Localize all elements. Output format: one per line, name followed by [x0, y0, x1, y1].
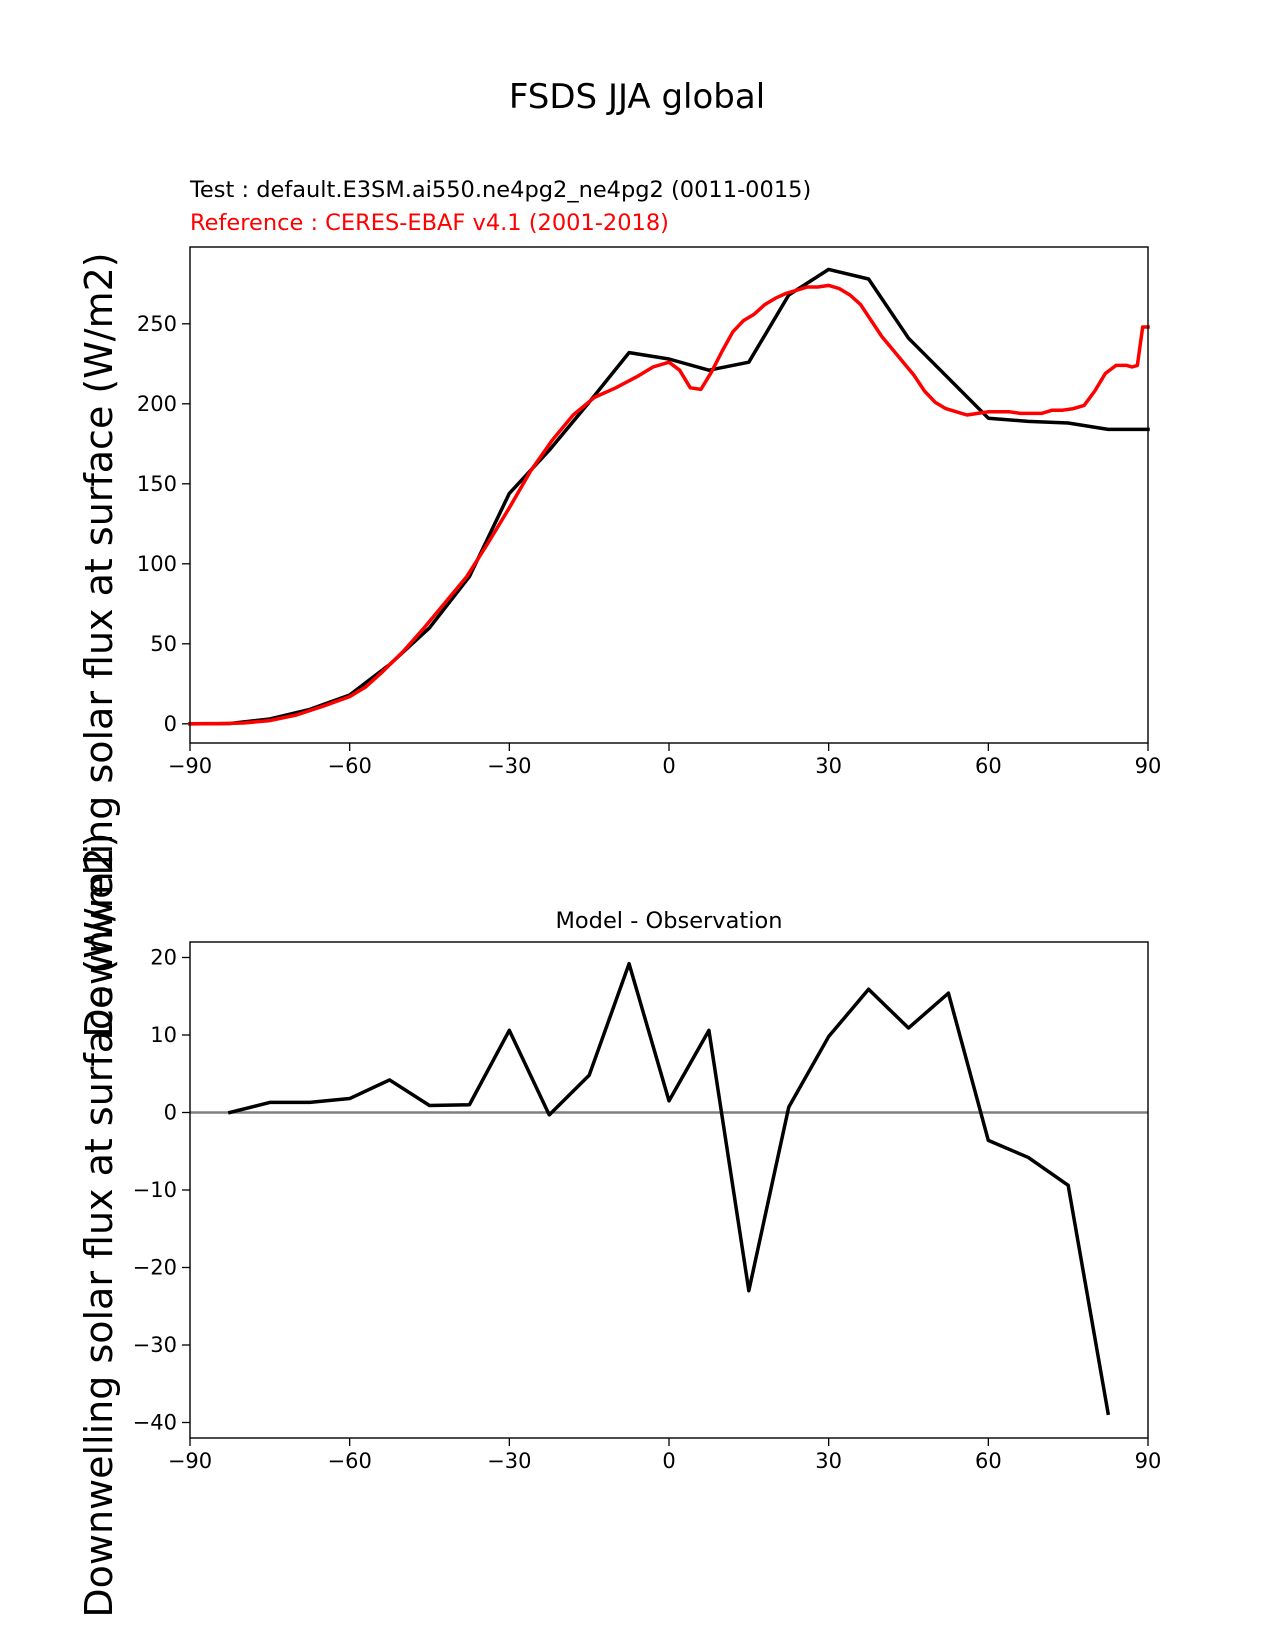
y-tick-label: −30	[133, 1333, 177, 1357]
y-tick-label: 150	[137, 472, 177, 496]
x-tick-label: 60	[975, 1449, 1002, 1473]
bottom-panel: Model - Observation −90 −60 −30 0 30 60 90−40−…	[77, 832, 1161, 1617]
top-panel: Test : default.E3SM.ai550.ne4pg2_ne4pg2 …	[77, 177, 1161, 1038]
reference-series-line	[188, 283, 1150, 726]
top-ylabel: Downwelling solar flux at surface (W/m2)	[77, 252, 121, 1037]
test-subtitle: Test : default.E3SM.ai550.ne4pg2_ne4pg2 …	[189, 177, 811, 203]
x-tick-label: −60	[328, 1449, 372, 1473]
bottom-ylabel: Downwelling solar flux at surface (W/m2)	[77, 832, 121, 1617]
x-tick-label: 30	[815, 754, 842, 778]
x-tick-label: −90	[168, 754, 212, 778]
figure-title: FSDS JJA global	[509, 77, 765, 117]
x-tick-label: 0	[662, 1449, 675, 1473]
x-tick-label: 90	[1135, 754, 1162, 778]
x-tick-label: 60	[975, 754, 1002, 778]
y-tick-label: 100	[137, 552, 177, 576]
y-tick-label: −20	[133, 1256, 177, 1280]
y-tick-label: 50	[150, 632, 177, 656]
x-tick-label: 90	[1135, 1449, 1162, 1473]
y-tick-label: 20	[150, 946, 177, 970]
bottom-plot-area: −90 −60 −30 0 30 60 90 −40 −30 −20 −10 0 10 20	[133, 946, 1162, 1474]
x-tick-label: 30	[815, 1449, 842, 1473]
y-tick-label: 10	[150, 1023, 177, 1047]
x-tick-label: −90	[168, 1449, 212, 1473]
bottom-axes-frame	[189, 941, 1149, 1439]
reference-subtitle: Reference : CERES-EBAF v4.1 (2001-2018)	[190, 210, 669, 236]
top-axes-frame	[189, 246, 1149, 744]
x-tick-label: −60	[328, 754, 372, 778]
x-tick-label: −30	[487, 754, 531, 778]
bottom-title: Model - Observation	[556, 908, 783, 934]
y-tick-label: 200	[137, 392, 177, 416]
y-tick-label: 250	[137, 312, 177, 336]
x-tick-label: −30	[487, 1449, 531, 1473]
y-tick-label: −10	[133, 1178, 177, 1202]
y-tick-label: −40	[133, 1411, 177, 1435]
test-series-line	[188, 267, 1150, 726]
y-tick-label: 0	[164, 712, 177, 736]
x-tick-label: 0	[662, 754, 675, 778]
difference-series-line	[227, 961, 1111, 1416]
y-tick-label: 0	[164, 1101, 177, 1125]
top-plot-area: −90 −60 −30 0 30 60 90 0 50 100 150 200 250	[137, 267, 1162, 778]
